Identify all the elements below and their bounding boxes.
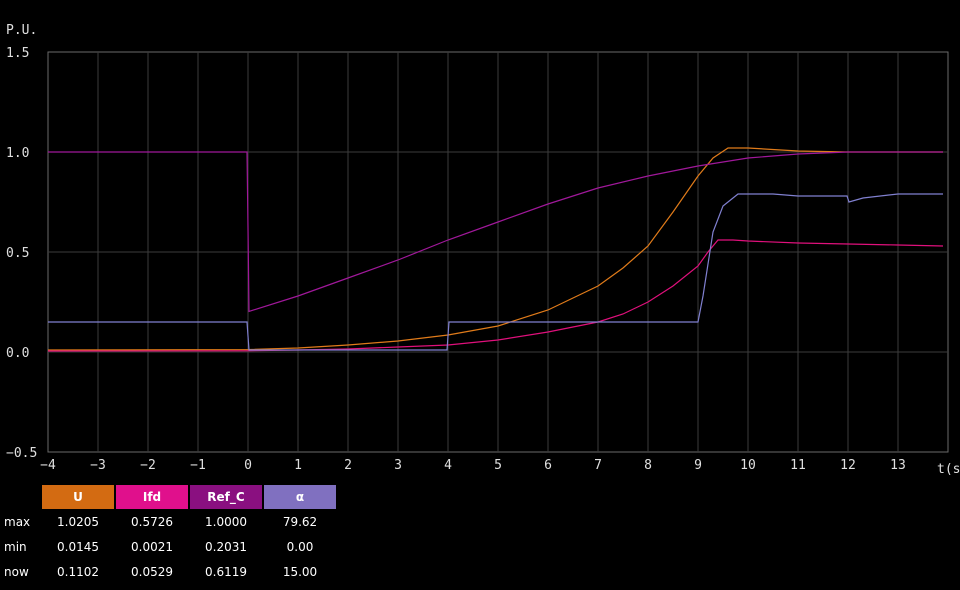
x-tick-label: 10 bbox=[740, 458, 756, 473]
x-axis-label: t(s) bbox=[937, 462, 960, 477]
x-tick-label: −3 bbox=[90, 458, 106, 473]
y-tick-label: 0.0 bbox=[6, 346, 29, 361]
x-tick-label: 7 bbox=[594, 458, 602, 473]
legend-header-alpha: α bbox=[264, 485, 336, 509]
y-tick-label: 0.5 bbox=[6, 246, 29, 261]
value-cell: 1.0205 bbox=[57, 514, 99, 529]
legend-corner bbox=[2, 485, 40, 509]
series-group bbox=[47, 147, 944, 352]
series-line-u bbox=[47, 147, 943, 351]
chart-plot: −4 −3 −2 −1 0 1 2 3 4 5 6 7 8 9 10 11 12 13 1.51.00.50.0−… bbox=[6, 23, 960, 477]
x-tick-label: 5 bbox=[494, 458, 502, 473]
legend-row-max: max 1.0205 0.5726 1.0000 79.62 bbox=[2, 509, 336, 534]
value-cell: 0.0021 bbox=[131, 539, 173, 554]
x-tick-label: 11 bbox=[790, 458, 806, 473]
y-tick-label: −0.5 bbox=[6, 446, 37, 461]
legend-header-row: U Ifd Ref_C α bbox=[2, 485, 336, 509]
legend-table: U Ifd Ref_C α max 1.0205 0.5726 1.0000 7… bbox=[0, 485, 338, 584]
x-tick-label: 8 bbox=[644, 458, 652, 473]
legend-header-u: U bbox=[42, 485, 114, 509]
row-label: now bbox=[4, 564, 29, 579]
value-cell: 0.00 bbox=[286, 539, 314, 554]
grid-lines bbox=[48, 52, 948, 452]
x-tick-labels: −4 −3 −2 −1 0 1 2 3 4 5 6 7 8 9 10 11 12 13 bbox=[40, 458, 906, 473]
x-tick-label: 0 bbox=[244, 458, 252, 473]
legend-row-now: now 0.1102 0.0529 0.6119 15.00 bbox=[2, 559, 336, 584]
x-tick-label: 4 bbox=[444, 458, 452, 473]
legend-row-min: min 0.0145 0.0021 0.2031 0.00 bbox=[2, 534, 336, 559]
row-label: max bbox=[4, 514, 31, 529]
x-tick-label: 12 bbox=[840, 458, 856, 473]
series-line-ref-c bbox=[48, 151, 943, 313]
series-line-- bbox=[48, 193, 943, 351]
x-tick-label: 9 bbox=[694, 458, 702, 473]
value-cell: 15.00 bbox=[282, 564, 318, 579]
value-cell: 0.1102 bbox=[57, 564, 99, 579]
value-cell: 79.62 bbox=[282, 514, 318, 529]
y-tick-label: 1.0 bbox=[6, 146, 29, 161]
value-cell: 0.6119 bbox=[205, 564, 247, 579]
x-tick-label: 13 bbox=[890, 458, 906, 473]
value-cell: 0.0529 bbox=[131, 564, 173, 579]
y-axis-label: P.U. bbox=[6, 23, 37, 38]
x-tick-label: −4 bbox=[40, 458, 56, 473]
value-cell: 0.5726 bbox=[131, 514, 173, 529]
x-tick-label: 2 bbox=[344, 458, 352, 473]
x-tick-label: −1 bbox=[190, 458, 206, 473]
x-tick-label: 3 bbox=[394, 458, 402, 473]
row-label: min bbox=[4, 539, 27, 554]
value-cell: 0.0145 bbox=[57, 539, 99, 554]
y-tick-labels: 1.5 1.0 0.5 0.0 −0.5 bbox=[6, 46, 37, 461]
y-tick-label: 1.5 bbox=[6, 46, 29, 61]
legend-header-ifd: Ifd bbox=[116, 485, 188, 509]
value-cell: 0.2031 bbox=[205, 539, 247, 554]
x-tick-label: −2 bbox=[140, 458, 156, 473]
legend-header-ref-c: Ref_C bbox=[190, 485, 262, 509]
x-tick-label: 6 bbox=[544, 458, 552, 473]
x-tick-label: 1 bbox=[294, 458, 302, 473]
series-line-ifd bbox=[47, 239, 944, 352]
value-cell: 1.0000 bbox=[205, 514, 247, 529]
